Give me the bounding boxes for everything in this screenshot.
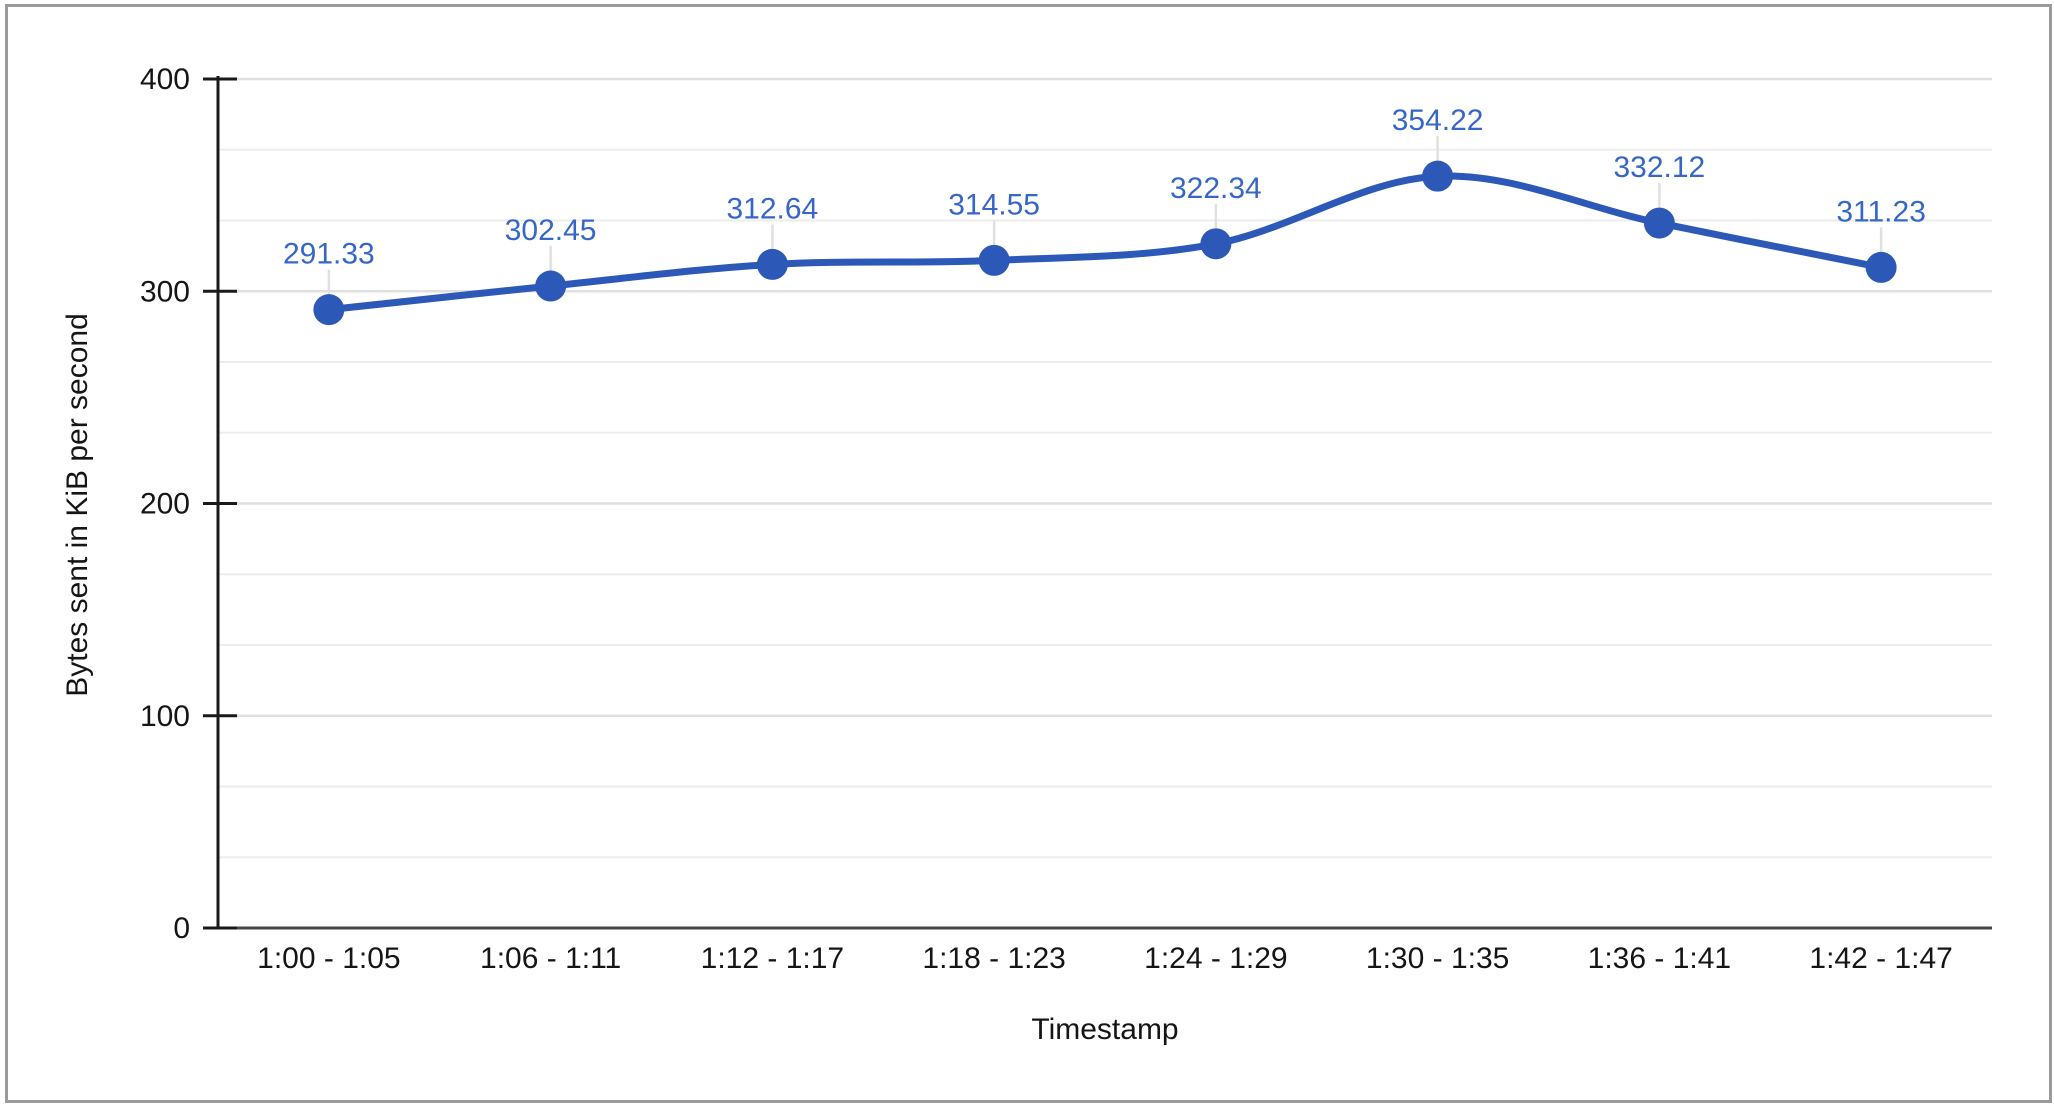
data-point-label: 312.64 (726, 192, 818, 225)
x-tick-label: 1:00 - 1:05 (257, 942, 400, 975)
y-tick-label: 200 (140, 488, 190, 521)
data-point-label: 354.22 (1392, 104, 1484, 137)
data-point-marker[interactable] (535, 270, 567, 302)
data-point-label: 291.33 (283, 238, 375, 271)
series-line (325, 172, 1885, 314)
data-point-marker[interactable] (756, 248, 788, 280)
x-tick-label: 1:24 - 1:29 (1144, 942, 1287, 975)
x-tick-label: 1:30 - 1:35 (1366, 942, 1509, 975)
x-axis-title: Timestamp (1031, 1013, 1179, 1046)
data-point-label: 322.34 (1170, 172, 1262, 205)
y-tick-label: 0 (173, 912, 190, 945)
data-point-marker[interactable] (1422, 160, 1454, 192)
x-tick-label: 1:36 - 1:41 (1588, 942, 1731, 975)
data-point-label: 314.55 (948, 188, 1040, 221)
chart-frame (5, 4, 2052, 1103)
data-point-label: 302.45 (505, 214, 597, 247)
x-tick-label: 1:18 - 1:23 (922, 942, 1065, 975)
data-point-marker[interactable] (978, 244, 1010, 276)
y-tick-label: 300 (140, 275, 190, 308)
y-tick-label: 400 (140, 63, 190, 96)
y-tick-label: 100 (140, 700, 190, 733)
x-tick-label: 1:06 - 1:11 (480, 942, 621, 975)
x-tick-label: 1:42 - 1:47 (1809, 942, 1952, 975)
data-point-marker[interactable] (1643, 207, 1675, 239)
data-point-marker[interactable] (1865, 251, 1897, 283)
data-point-label: 332.12 (1613, 151, 1705, 184)
data-point-label: 311.23 (1836, 195, 1926, 228)
y-axis-title: Bytes sent in KiB per second (61, 313, 94, 697)
data-point-marker[interactable] (313, 294, 345, 326)
data-point-marker[interactable] (1200, 228, 1232, 260)
x-tick-label: 1:12 - 1:17 (701, 942, 844, 975)
